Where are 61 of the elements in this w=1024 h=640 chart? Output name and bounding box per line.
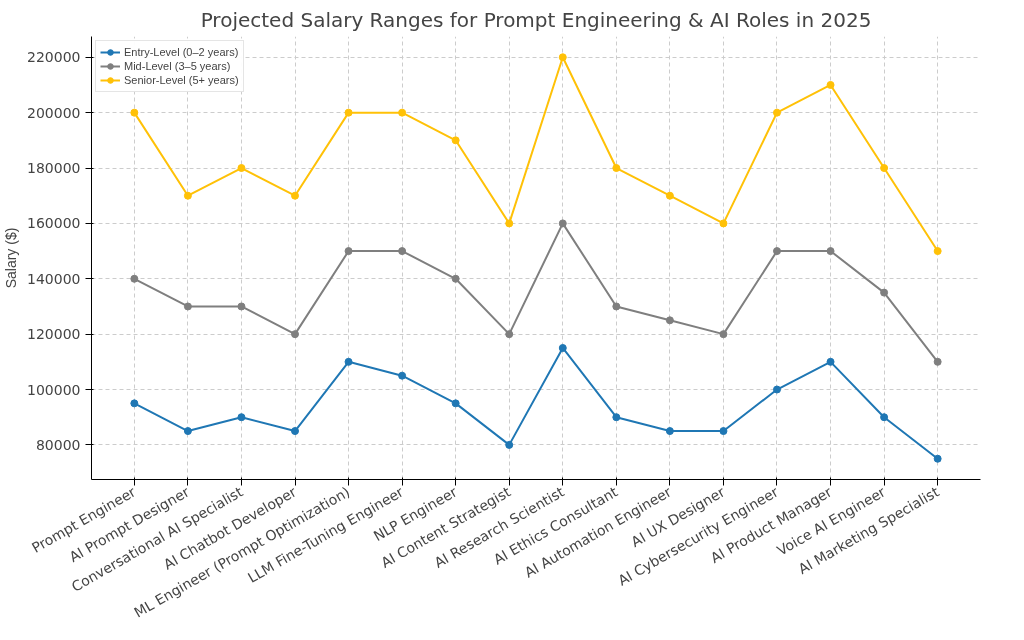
point — [880, 288, 889, 297]
point — [719, 427, 728, 436]
legend-label: Senior-Level (5+ years) — [124, 73, 239, 87]
point — [933, 357, 942, 366]
point — [772, 385, 781, 394]
point — [130, 108, 139, 117]
chart-title: Projected Salary Ranges for Prompt Engineering & AI Roles in 2025 — [200, 7, 872, 32]
point — [505, 330, 514, 339]
point — [451, 399, 460, 408]
point — [451, 274, 460, 283]
point — [130, 274, 139, 283]
point — [880, 164, 889, 173]
legend-label: Entry-Level (0–2 years) — [124, 45, 239, 59]
point — [237, 302, 246, 311]
point — [398, 108, 407, 117]
point — [291, 427, 300, 436]
point — [398, 247, 407, 256]
point — [826, 357, 835, 366]
y-tick-label: 220000 — [27, 49, 81, 66]
y-tick-label: 200000 — [27, 104, 81, 121]
point — [880, 413, 889, 422]
point — [344, 108, 353, 117]
y-tick-label: 140000 — [27, 270, 81, 287]
point — [665, 316, 674, 325]
point — [933, 247, 942, 256]
point — [719, 330, 728, 339]
point — [826, 247, 835, 256]
point — [398, 371, 407, 380]
point — [665, 191, 674, 200]
point — [612, 164, 621, 173]
point — [505, 219, 514, 228]
point — [933, 454, 942, 463]
point — [665, 427, 674, 436]
y-tick-label: 180000 — [27, 160, 81, 177]
point — [558, 343, 567, 352]
y-tick-label: 80000 — [35, 436, 81, 453]
point — [612, 302, 621, 311]
point — [344, 357, 353, 366]
y-tick-label: 100000 — [27, 381, 81, 398]
point — [291, 191, 300, 200]
point — [558, 53, 567, 62]
legend-label: Mid-Level (3–5 years) — [124, 59, 231, 73]
point — [183, 191, 192, 200]
point — [237, 413, 246, 422]
point — [719, 219, 728, 228]
y-tick-label: 160000 — [27, 215, 81, 232]
y-axis-title: Salary ($) — [3, 227, 20, 289]
point — [344, 247, 353, 256]
point — [612, 413, 621, 422]
point — [772, 247, 781, 256]
point — [772, 108, 781, 117]
point — [183, 427, 192, 436]
point — [237, 164, 246, 173]
point — [130, 399, 139, 408]
point — [558, 219, 567, 228]
y-tick-label: 120000 — [27, 326, 81, 343]
point — [826, 80, 835, 89]
point — [291, 330, 300, 339]
point — [451, 136, 460, 145]
point — [183, 302, 192, 311]
point — [505, 440, 514, 449]
